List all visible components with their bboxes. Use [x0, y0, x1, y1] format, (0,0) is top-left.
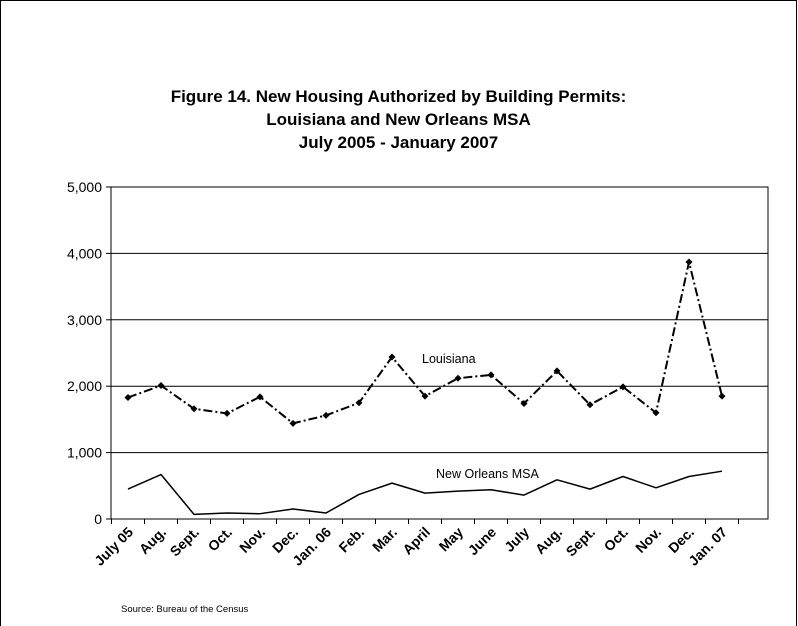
x-tick-label: Mar.: [369, 524, 400, 555]
series-group: [124, 258, 726, 516]
x-tick-label: Aug.: [136, 524, 169, 557]
x-tick-label: July 05: [91, 524, 136, 569]
plot-area-border: [110, 186, 769, 520]
chart-title: Figure 14. New Housing Authorized by Bui…: [0, 85, 797, 154]
louisiana-marker: [322, 411, 330, 419]
louisiana-marker: [190, 405, 198, 413]
y-tick-label: 3,000: [67, 312, 102, 328]
new-orleans-msa-line: [127, 470, 723, 516]
louisiana-marker: [454, 374, 462, 382]
louisiana-marker: [421, 392, 429, 400]
axes: [110, 186, 769, 520]
louisiana-marker: [520, 399, 528, 407]
x-tick-label: Nov.: [632, 524, 664, 556]
chart-title-line-3: July 2005 - January 2007: [298, 133, 499, 152]
x-tick-label: Oct.: [601, 524, 632, 555]
y-tick-label: 2,000: [67, 378, 102, 394]
louisiana-marker: [223, 409, 231, 417]
louisiana-marker: [685, 258, 693, 266]
x-tick-label: June: [465, 524, 500, 559]
x-tick-label: Nov.: [236, 524, 268, 556]
x-axis-ticks: July 05 Aug.Sept. Oct. Nov. Dec.Jan. 06 Feb. M…: [91, 519, 739, 569]
y-axis-ticks: 0 1,000 2,000 3,000 4,000 5,000: [67, 179, 111, 527]
chart-title-line-1: Figure 14. New Housing Authorized by Bui…: [170, 87, 627, 106]
louisiana-marker: [256, 393, 264, 401]
louisiana-marker: [388, 353, 396, 361]
new-orleans-msa-label: New Orleans MSA: [436, 467, 539, 481]
louisiana-marker: [289, 419, 297, 427]
louisiana-label: Louisiana: [422, 352, 476, 366]
x-tick-label: July: [501, 524, 532, 555]
y-tick-label: 1,000: [67, 445, 102, 461]
series-labels: Louisiana New Orleans MSA: [422, 352, 539, 481]
chart-title-line-2: Louisiana and New Orleans MSA: [266, 110, 531, 129]
x-tick-label: Feb.: [335, 524, 367, 556]
louisiana-marker: [157, 382, 165, 390]
x-tick-label: April: [399, 524, 433, 558]
louisiana-marker: [553, 367, 561, 375]
louisiana-marker: [718, 392, 726, 400]
x-tick-label: Oct.: [205, 524, 236, 555]
y-tick-label: 5,000: [67, 179, 102, 195]
louisiana-marker: [652, 409, 660, 417]
x-tick-label: May: [436, 524, 467, 555]
louisiana-marker: [355, 399, 363, 407]
x-tick-label: Sept.: [563, 524, 599, 560]
louisiana-marker: [619, 383, 627, 391]
louisiana-marker: [487, 371, 495, 379]
x-tick-label: Sept.: [167, 524, 203, 560]
x-tick-label: Aug.: [532, 524, 565, 557]
grid-lines: [111, 186, 768, 454]
y-tick-label: 4,000: [67, 245, 102, 261]
source-note: Source: Bureau of the Census: [121, 604, 249, 615]
y-tick-label: 0: [94, 511, 102, 527]
louisiana-marker: [586, 401, 594, 409]
louisiana-marker: [124, 393, 132, 401]
